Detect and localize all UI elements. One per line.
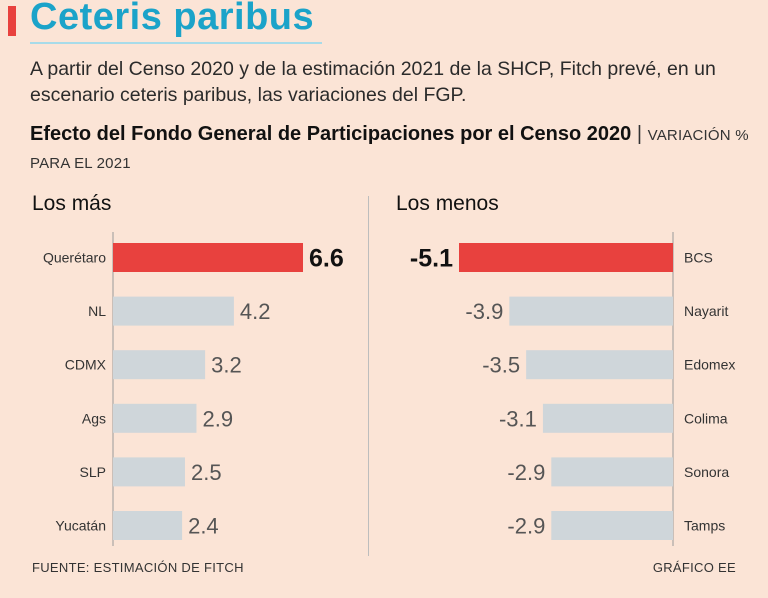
category-label: CDMX [65,357,107,373]
value-label: -5.1 [410,245,453,273]
value-label: 2.9 [202,406,233,431]
category-label: BCS [684,250,713,266]
panel-divider [368,196,369,556]
category-label: NL [88,303,106,319]
panel-title-left: Los más [32,192,112,215]
bar [542,403,673,433]
bar [459,243,673,272]
category-label: Querétaro [43,250,106,266]
title-underline [30,42,322,44]
bar [551,457,673,487]
value-label: -3.1 [499,406,537,431]
graphic-credit: GRÁFICO EE [652,560,736,575]
page-title: Ceteris paribus [30,0,315,38]
value-label: -2.9 [507,460,545,485]
category-label: Sonora [684,464,729,480]
bar [113,457,185,487]
category-label: Edomex [684,357,735,373]
bar [113,350,206,380]
chart-title: Efecto del Fondo General de Participacio… [30,121,750,177]
chart-unit-label: VARIACIÓN % PARA EL 2021 [30,127,749,172]
source-note: FUENTE: ESTIMACIÓN DE FITCH [32,560,244,575]
category-label: Colima [684,410,728,426]
bar [113,511,183,540]
bar [113,403,197,433]
category-label: Yucatán [55,518,106,534]
value-label: -2.9 [507,514,545,539]
panel-title-right: Los menos [396,192,499,215]
bar [551,511,673,540]
bar [526,350,673,380]
value-label: 4.2 [240,299,271,324]
value-label: 6.6 [309,245,344,273]
chart-title-text: Efecto del Fondo General de Participacio… [30,123,632,145]
page-subtitle: A partir del Censo 2020 y de la estimaci… [30,58,716,106]
value-label: -3.9 [465,299,503,324]
value-label: -3.5 [482,353,520,378]
value-label: 2.4 [188,514,219,539]
category-label: Nayarit [684,303,728,319]
bar [113,243,303,272]
bar [509,296,673,326]
category-label: Tamps [684,518,725,534]
category-label: SLP [80,464,106,480]
category-label: Ags [82,410,106,426]
value-label: 3.2 [211,353,242,378]
bar [113,296,234,326]
title-accent-bar [8,6,16,36]
value-label: 2.5 [191,460,222,485]
chart-title-separator: | [636,123,643,145]
